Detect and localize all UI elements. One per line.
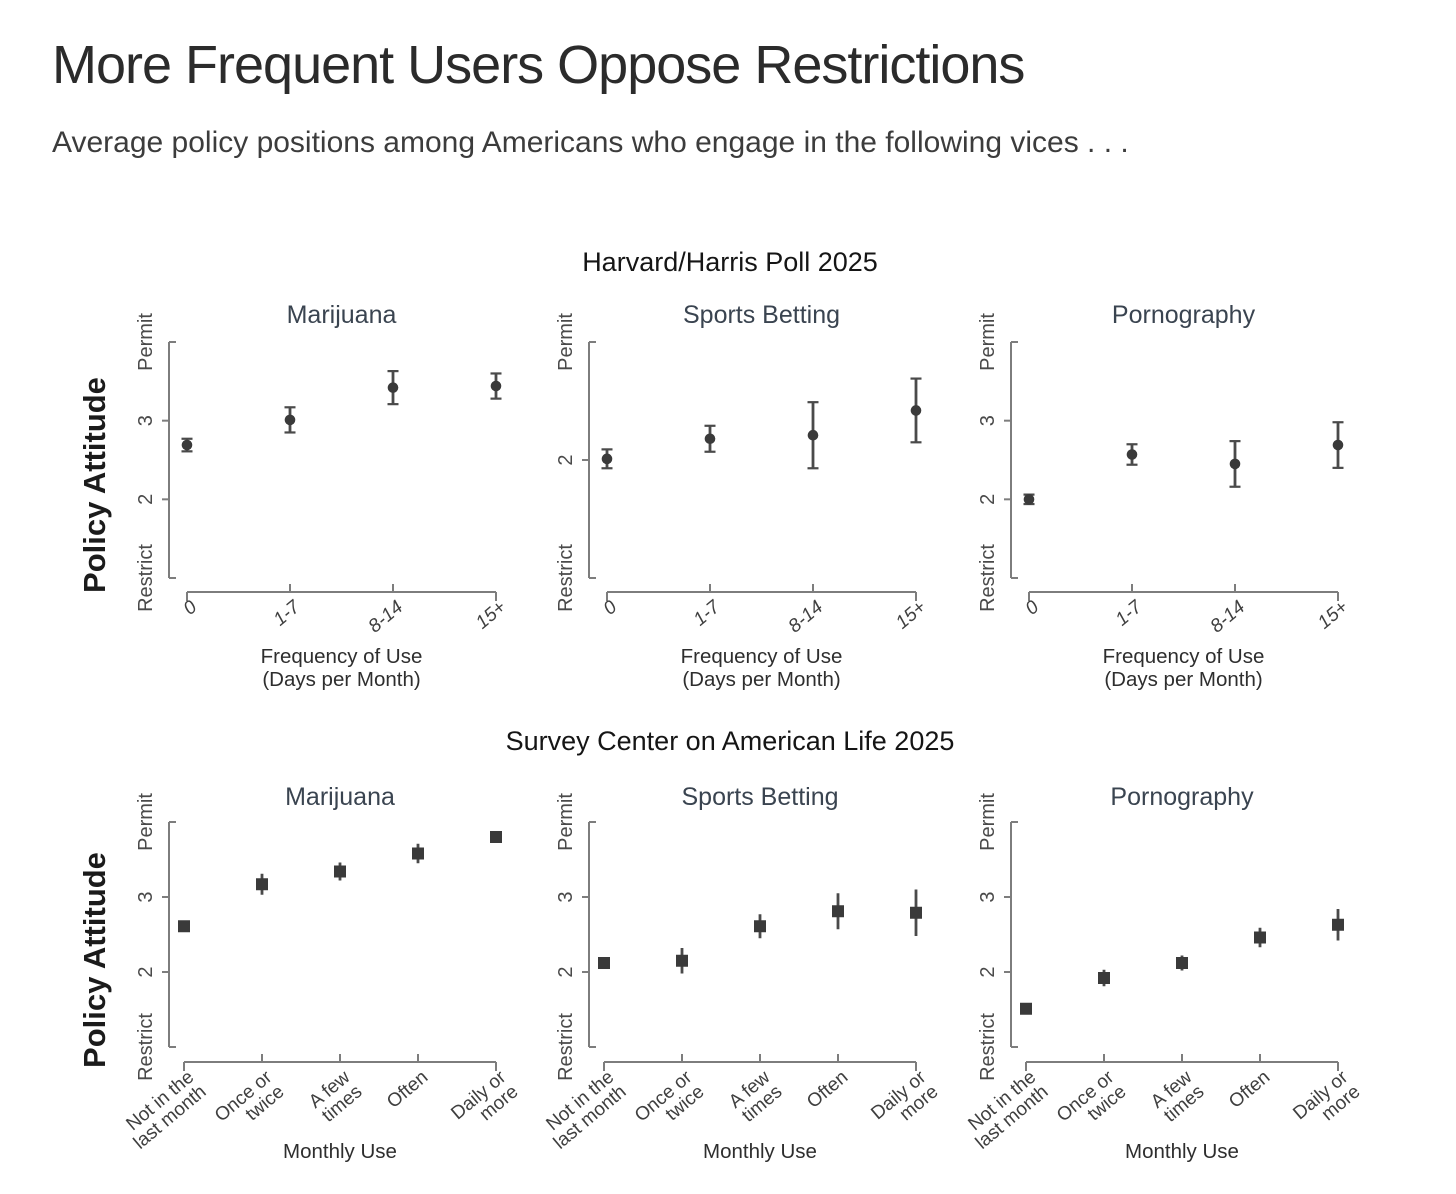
data-point xyxy=(1229,458,1241,470)
x-tick-label: 1-7 xyxy=(270,596,306,631)
data-point xyxy=(1176,957,1188,969)
x-tick-label: 15+ xyxy=(1314,597,1352,634)
data-point xyxy=(598,957,610,969)
data-point xyxy=(1126,449,1138,460)
y-tick-label: Permit xyxy=(135,313,157,371)
x-axis-caption: Frequency of Use xyxy=(681,645,843,668)
x-axis-caption: Monthly Use xyxy=(703,1140,817,1163)
panel-title: Pornography xyxy=(1110,783,1254,811)
panel-title: Pornography xyxy=(1112,301,1256,329)
x-axis-caption: (Days per Month) xyxy=(262,668,420,691)
x-tick-label: 8-14 xyxy=(785,597,828,638)
data-point xyxy=(1254,931,1266,944)
data-point xyxy=(601,453,613,465)
data-point xyxy=(178,920,190,933)
x-tick-label: 0 xyxy=(1022,596,1044,619)
y-tick-label: 2 xyxy=(977,494,999,505)
x-axis-caption: Monthly Use xyxy=(1125,1140,1239,1163)
data-point xyxy=(490,831,502,843)
y-tick-label: 2 xyxy=(977,966,999,977)
data-point xyxy=(910,405,922,416)
x-tick-label: 0 xyxy=(600,596,622,619)
y-tick-label: Permit xyxy=(555,793,577,851)
data-point xyxy=(832,905,844,918)
data-point xyxy=(910,906,922,919)
y-tick-label: Restrict xyxy=(135,1013,157,1081)
data-point xyxy=(412,847,424,860)
data-point xyxy=(807,429,819,441)
y-tick-label: Restrict xyxy=(135,544,157,612)
section-title-survey-center: Survey Center on American Life 2025 xyxy=(505,726,955,756)
data-point xyxy=(256,878,268,891)
page-title: More Frequent Users Oppose Restrictions xyxy=(52,35,1025,95)
section-title-harvard-harris: Harvard/Harris Poll 2025 xyxy=(582,247,878,277)
data-point xyxy=(1098,972,1110,984)
x-tick-label: 8-14 xyxy=(365,597,408,638)
panel-title: Marijuana xyxy=(287,301,397,329)
data-point xyxy=(490,380,502,392)
y-tick-label: Permit xyxy=(135,793,157,851)
x-axis-caption: Frequency of Use xyxy=(1103,645,1265,668)
x-tick-label: Often xyxy=(1225,1067,1274,1113)
x-tick-label: 1-7 xyxy=(1112,596,1148,631)
x-tick-label: 1-7 xyxy=(690,596,726,631)
data-point xyxy=(181,439,193,451)
data-point xyxy=(284,414,296,426)
data-point xyxy=(676,954,688,967)
y-tick-label: 2 xyxy=(135,966,157,977)
data-point xyxy=(754,920,766,933)
y-tick-label: Permit xyxy=(977,313,999,371)
data-point xyxy=(334,865,346,878)
y-tick-label: 2 xyxy=(555,454,577,465)
x-tick-label: 0 xyxy=(180,596,202,619)
data-point xyxy=(1020,1002,1032,1015)
panel-title: Marijuana xyxy=(285,783,395,811)
x-axis-caption: (Days per Month) xyxy=(682,668,840,691)
x-axis-caption: (Days per Month) xyxy=(1104,668,1262,691)
page-subtitle: Average policy positions among Americans… xyxy=(52,126,1129,159)
y-tick-label: Restrict xyxy=(977,1013,999,1081)
y-tick-label: Restrict xyxy=(977,544,999,612)
data-point xyxy=(1023,494,1035,505)
data-point xyxy=(704,433,716,445)
y-tick-label: 2 xyxy=(555,966,577,977)
y-tick-label: Restrict xyxy=(555,544,577,612)
y-tick-label: Permit xyxy=(977,793,999,851)
y-tick-label: 3 xyxy=(555,891,577,902)
x-tick-label: 8-14 xyxy=(1207,597,1250,638)
x-axis-caption: Frequency of Use xyxy=(261,645,423,668)
panel-title: Sports Betting xyxy=(681,783,838,811)
y-tick-label: 3 xyxy=(977,415,999,426)
y-tick-label: 3 xyxy=(977,891,999,902)
panel-title: Sports Betting xyxy=(683,301,840,329)
x-tick-label: Often xyxy=(383,1067,432,1113)
y-tick-label: 3 xyxy=(135,415,157,426)
data-point xyxy=(1332,918,1344,931)
y-tick-label: Permit xyxy=(555,313,577,371)
y-tick-label: 2 xyxy=(135,494,157,505)
y-tick-label: 3 xyxy=(135,891,157,902)
data-point xyxy=(387,382,399,393)
x-tick-label: Often xyxy=(803,1067,852,1113)
chart-panel-pornography-row1: Pornography Restrict 2 3 Permit 0 1-7 8-14 15+ Fr… xyxy=(977,301,1352,691)
data-point xyxy=(1332,439,1344,451)
y-tick-label: Restrict xyxy=(555,1013,577,1081)
x-axis-caption: Monthly Use xyxy=(283,1140,397,1163)
